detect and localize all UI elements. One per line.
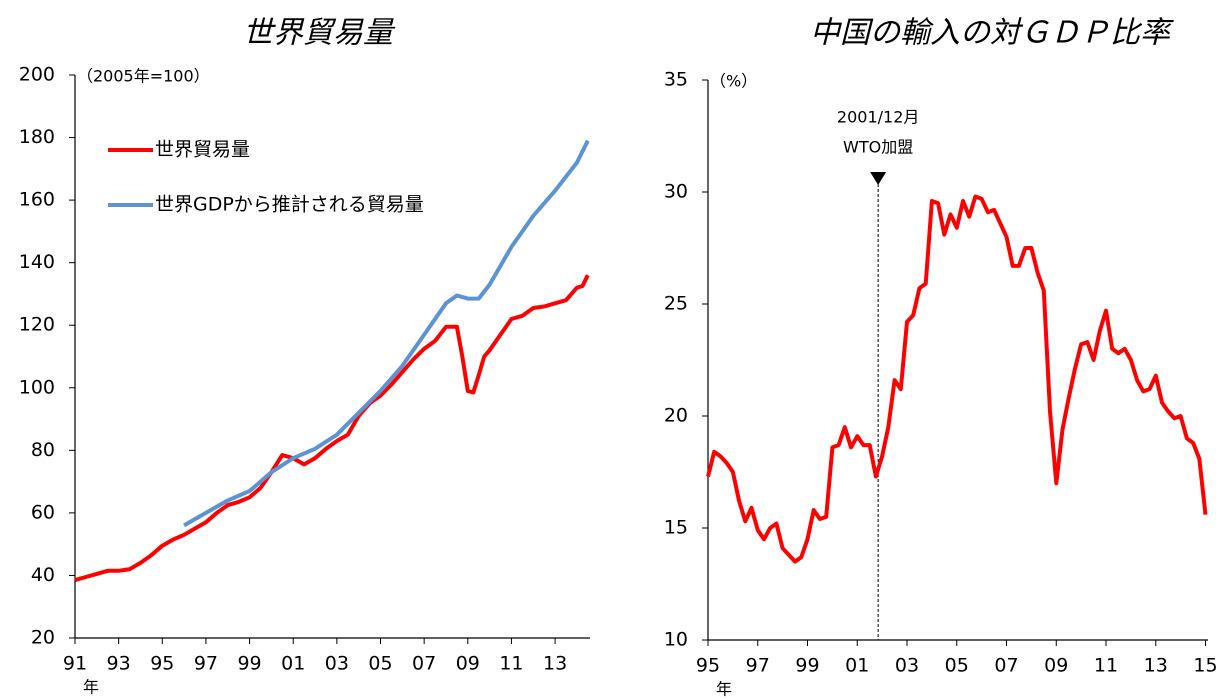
series-line bbox=[183, 139, 590, 528]
x-tick-label: 05 bbox=[945, 655, 969, 677]
x-tick-label: 11 bbox=[499, 653, 523, 675]
y-tick-label: 160 bbox=[19, 189, 55, 211]
x-tick-label: 95 bbox=[696, 655, 720, 677]
x-tick-label: 13 bbox=[1144, 655, 1168, 677]
legend-label: 世界GDPから推計される貿易量 bbox=[155, 194, 424, 216]
unit-label: （%） bbox=[710, 72, 757, 91]
x-tick-label: 03 bbox=[895, 655, 919, 677]
annotation-text: 2001/12月 bbox=[837, 108, 919, 127]
x-tick-label: 97 bbox=[194, 653, 218, 675]
x-tick-label: 01 bbox=[845, 655, 869, 677]
x-tick-label: 07 bbox=[994, 655, 1018, 677]
annotation-text: WTO加盟 bbox=[843, 138, 913, 157]
x-tick-label: 05 bbox=[368, 653, 392, 675]
y-tick-label: 20 bbox=[664, 405, 688, 427]
x-tick-label: 13 bbox=[543, 653, 567, 675]
chart-title: 中国の輸入の対ＧＤＰ比率 bbox=[810, 16, 1174, 51]
chart-title: 世界貿易量 bbox=[243, 16, 396, 51]
y-tick-label: 25 bbox=[664, 293, 688, 315]
y-tick-label: 20 bbox=[31, 627, 55, 649]
y-tick-label: 120 bbox=[19, 314, 55, 336]
y-tick-label: 180 bbox=[19, 126, 55, 148]
y-tick-label: 100 bbox=[19, 376, 55, 398]
x-tick-label: 03 bbox=[325, 653, 349, 675]
x-tick-label: 09 bbox=[1044, 655, 1068, 677]
x-tick-label: 91 bbox=[63, 653, 87, 675]
series-line bbox=[74, 274, 590, 583]
y-tick-label: 140 bbox=[19, 251, 55, 273]
x-tick-label: 99 bbox=[237, 653, 261, 675]
y-tick-label: 60 bbox=[31, 501, 55, 523]
x-tick-label: 07 bbox=[412, 653, 436, 675]
y-tick-label: 35 bbox=[664, 69, 688, 91]
x-unit-label: 年 bbox=[83, 678, 99, 697]
x-tick-label: 97 bbox=[746, 655, 770, 677]
x-tick-label: 01 bbox=[281, 653, 305, 675]
x-tick-label: 95 bbox=[150, 653, 174, 675]
x-unit-label: 年 bbox=[716, 680, 732, 699]
y-tick-label: 80 bbox=[31, 439, 55, 461]
x-tick-label: 99 bbox=[795, 655, 819, 677]
y-tick-label: 30 bbox=[664, 181, 688, 203]
y-tick-label: 15 bbox=[664, 517, 688, 539]
x-tick-label: 11 bbox=[1094, 655, 1118, 677]
x-tick-label: 15 bbox=[1193, 655, 1217, 677]
y-tick-label: 200 bbox=[19, 64, 55, 86]
unit-label: （2005年=100） bbox=[77, 67, 210, 86]
series-line bbox=[706, 194, 1208, 564]
y-tick-label: 40 bbox=[31, 564, 55, 586]
x-tick-label: 09 bbox=[456, 653, 480, 675]
legend-label: 世界貿易量 bbox=[155, 139, 250, 161]
annotation-marker bbox=[870, 172, 887, 185]
x-tick-label: 93 bbox=[107, 653, 131, 675]
y-tick-label: 10 bbox=[664, 629, 688, 651]
